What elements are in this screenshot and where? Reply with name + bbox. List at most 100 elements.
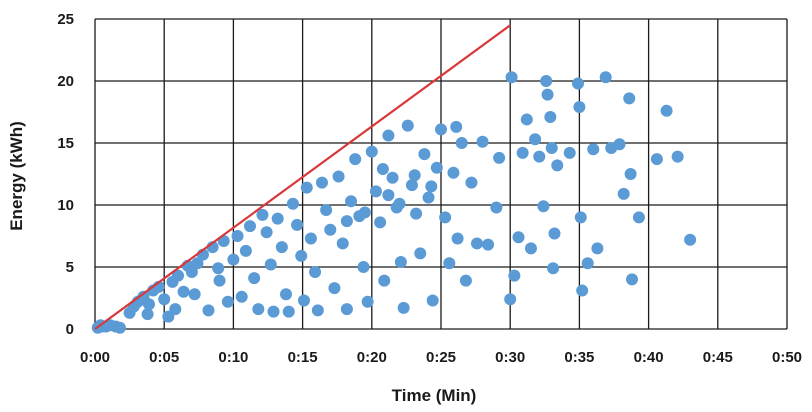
data-point	[591, 242, 604, 255]
data-point	[397, 301, 410, 314]
data-point	[376, 163, 389, 176]
data-point	[213, 274, 226, 287]
data-point	[227, 253, 240, 266]
data-point	[447, 166, 460, 179]
data-point	[295, 249, 308, 262]
data-point	[430, 161, 443, 174]
data-point	[332, 170, 345, 183]
data-point	[540, 75, 553, 87]
y-axis-ticks: 0 5 10 15 20 25	[57, 11, 74, 338]
data-point	[450, 120, 463, 133]
data-point	[286, 197, 299, 210]
data-point	[202, 304, 215, 317]
x-tick-label: 0:25	[426, 349, 456, 366]
data-point	[221, 295, 234, 308]
data-point	[625, 273, 638, 286]
data-point	[545, 141, 558, 154]
data-point	[357, 261, 370, 273]
data-point	[410, 207, 423, 220]
data-point	[470, 237, 483, 250]
x-tick-label: 0:05	[149, 349, 179, 366]
data-point	[304, 232, 317, 245]
data-point	[324, 223, 337, 236]
data-point	[572, 77, 585, 90]
data-point	[336, 237, 349, 250]
y-tick-label: 20	[57, 73, 74, 90]
x-tick-label: 0:20	[357, 349, 387, 366]
data-point	[256, 208, 269, 221]
data-point	[414, 247, 427, 260]
data-point	[212, 262, 225, 275]
data-point	[188, 288, 201, 301]
data-point	[386, 171, 399, 184]
data-point	[340, 303, 353, 316]
data-point	[252, 303, 265, 316]
data-point	[599, 71, 612, 84]
y-tick-label: 0	[66, 321, 74, 338]
data-point	[490, 201, 503, 214]
data-point	[300, 181, 313, 194]
data-point	[684, 233, 697, 246]
data-point	[476, 135, 489, 148]
x-tick-label: 0:30	[495, 349, 525, 366]
data-point	[512, 231, 525, 244]
data-point	[524, 242, 537, 255]
data-point	[520, 113, 533, 126]
data-point	[244, 220, 257, 233]
data-point	[169, 303, 182, 316]
x-tick-label: 0:40	[634, 349, 664, 366]
data-points	[91, 71, 697, 334]
x-tick-label: 0:50	[772, 349, 802, 366]
data-point	[282, 305, 295, 318]
data-point	[465, 176, 478, 189]
data-point	[271, 212, 284, 225]
data-point	[320, 203, 333, 216]
data-point	[345, 195, 358, 208]
data-point	[422, 191, 435, 204]
data-point	[264, 258, 277, 271]
data-point	[425, 180, 438, 193]
data-point	[624, 168, 637, 180]
data-point	[267, 305, 280, 318]
data-point	[141, 308, 154, 321]
data-point	[361, 295, 374, 308]
upper-bound-line-group	[94, 24, 511, 330]
data-point	[455, 137, 468, 149]
data-point	[401, 119, 414, 132]
data-point	[544, 110, 557, 123]
data-point	[191, 257, 204, 270]
data-point	[493, 151, 506, 164]
data-point	[113, 321, 126, 334]
data-point	[340, 215, 353, 228]
data-point	[576, 284, 589, 297]
data-point	[551, 159, 564, 172]
data-point	[158, 293, 171, 306]
data-point	[613, 138, 626, 151]
data-point	[418, 148, 431, 161]
data-point	[516, 146, 529, 159]
data-point	[451, 232, 464, 245]
data-point	[393, 197, 406, 210]
data-point	[505, 71, 518, 84]
data-point	[239, 244, 252, 257]
data-point	[504, 293, 517, 306]
data-point	[382, 189, 395, 202]
data-point	[358, 206, 371, 219]
data-point	[482, 238, 495, 251]
x-tick-label: 0:35	[564, 349, 594, 366]
data-point	[309, 265, 322, 278]
data-point	[365, 145, 378, 158]
data-point	[185, 265, 198, 278]
x-tick-label: 0:15	[288, 349, 318, 366]
y-tick-label: 5	[66, 259, 74, 276]
x-tick-label: 0:10	[218, 349, 248, 366]
data-point	[671, 150, 684, 163]
data-point	[374, 216, 387, 229]
data-point	[650, 153, 663, 166]
y-tick-label: 15	[57, 135, 74, 152]
data-point	[328, 282, 341, 295]
data-point	[172, 269, 185, 282]
data-point	[315, 176, 328, 189]
data-point	[408, 169, 421, 182]
